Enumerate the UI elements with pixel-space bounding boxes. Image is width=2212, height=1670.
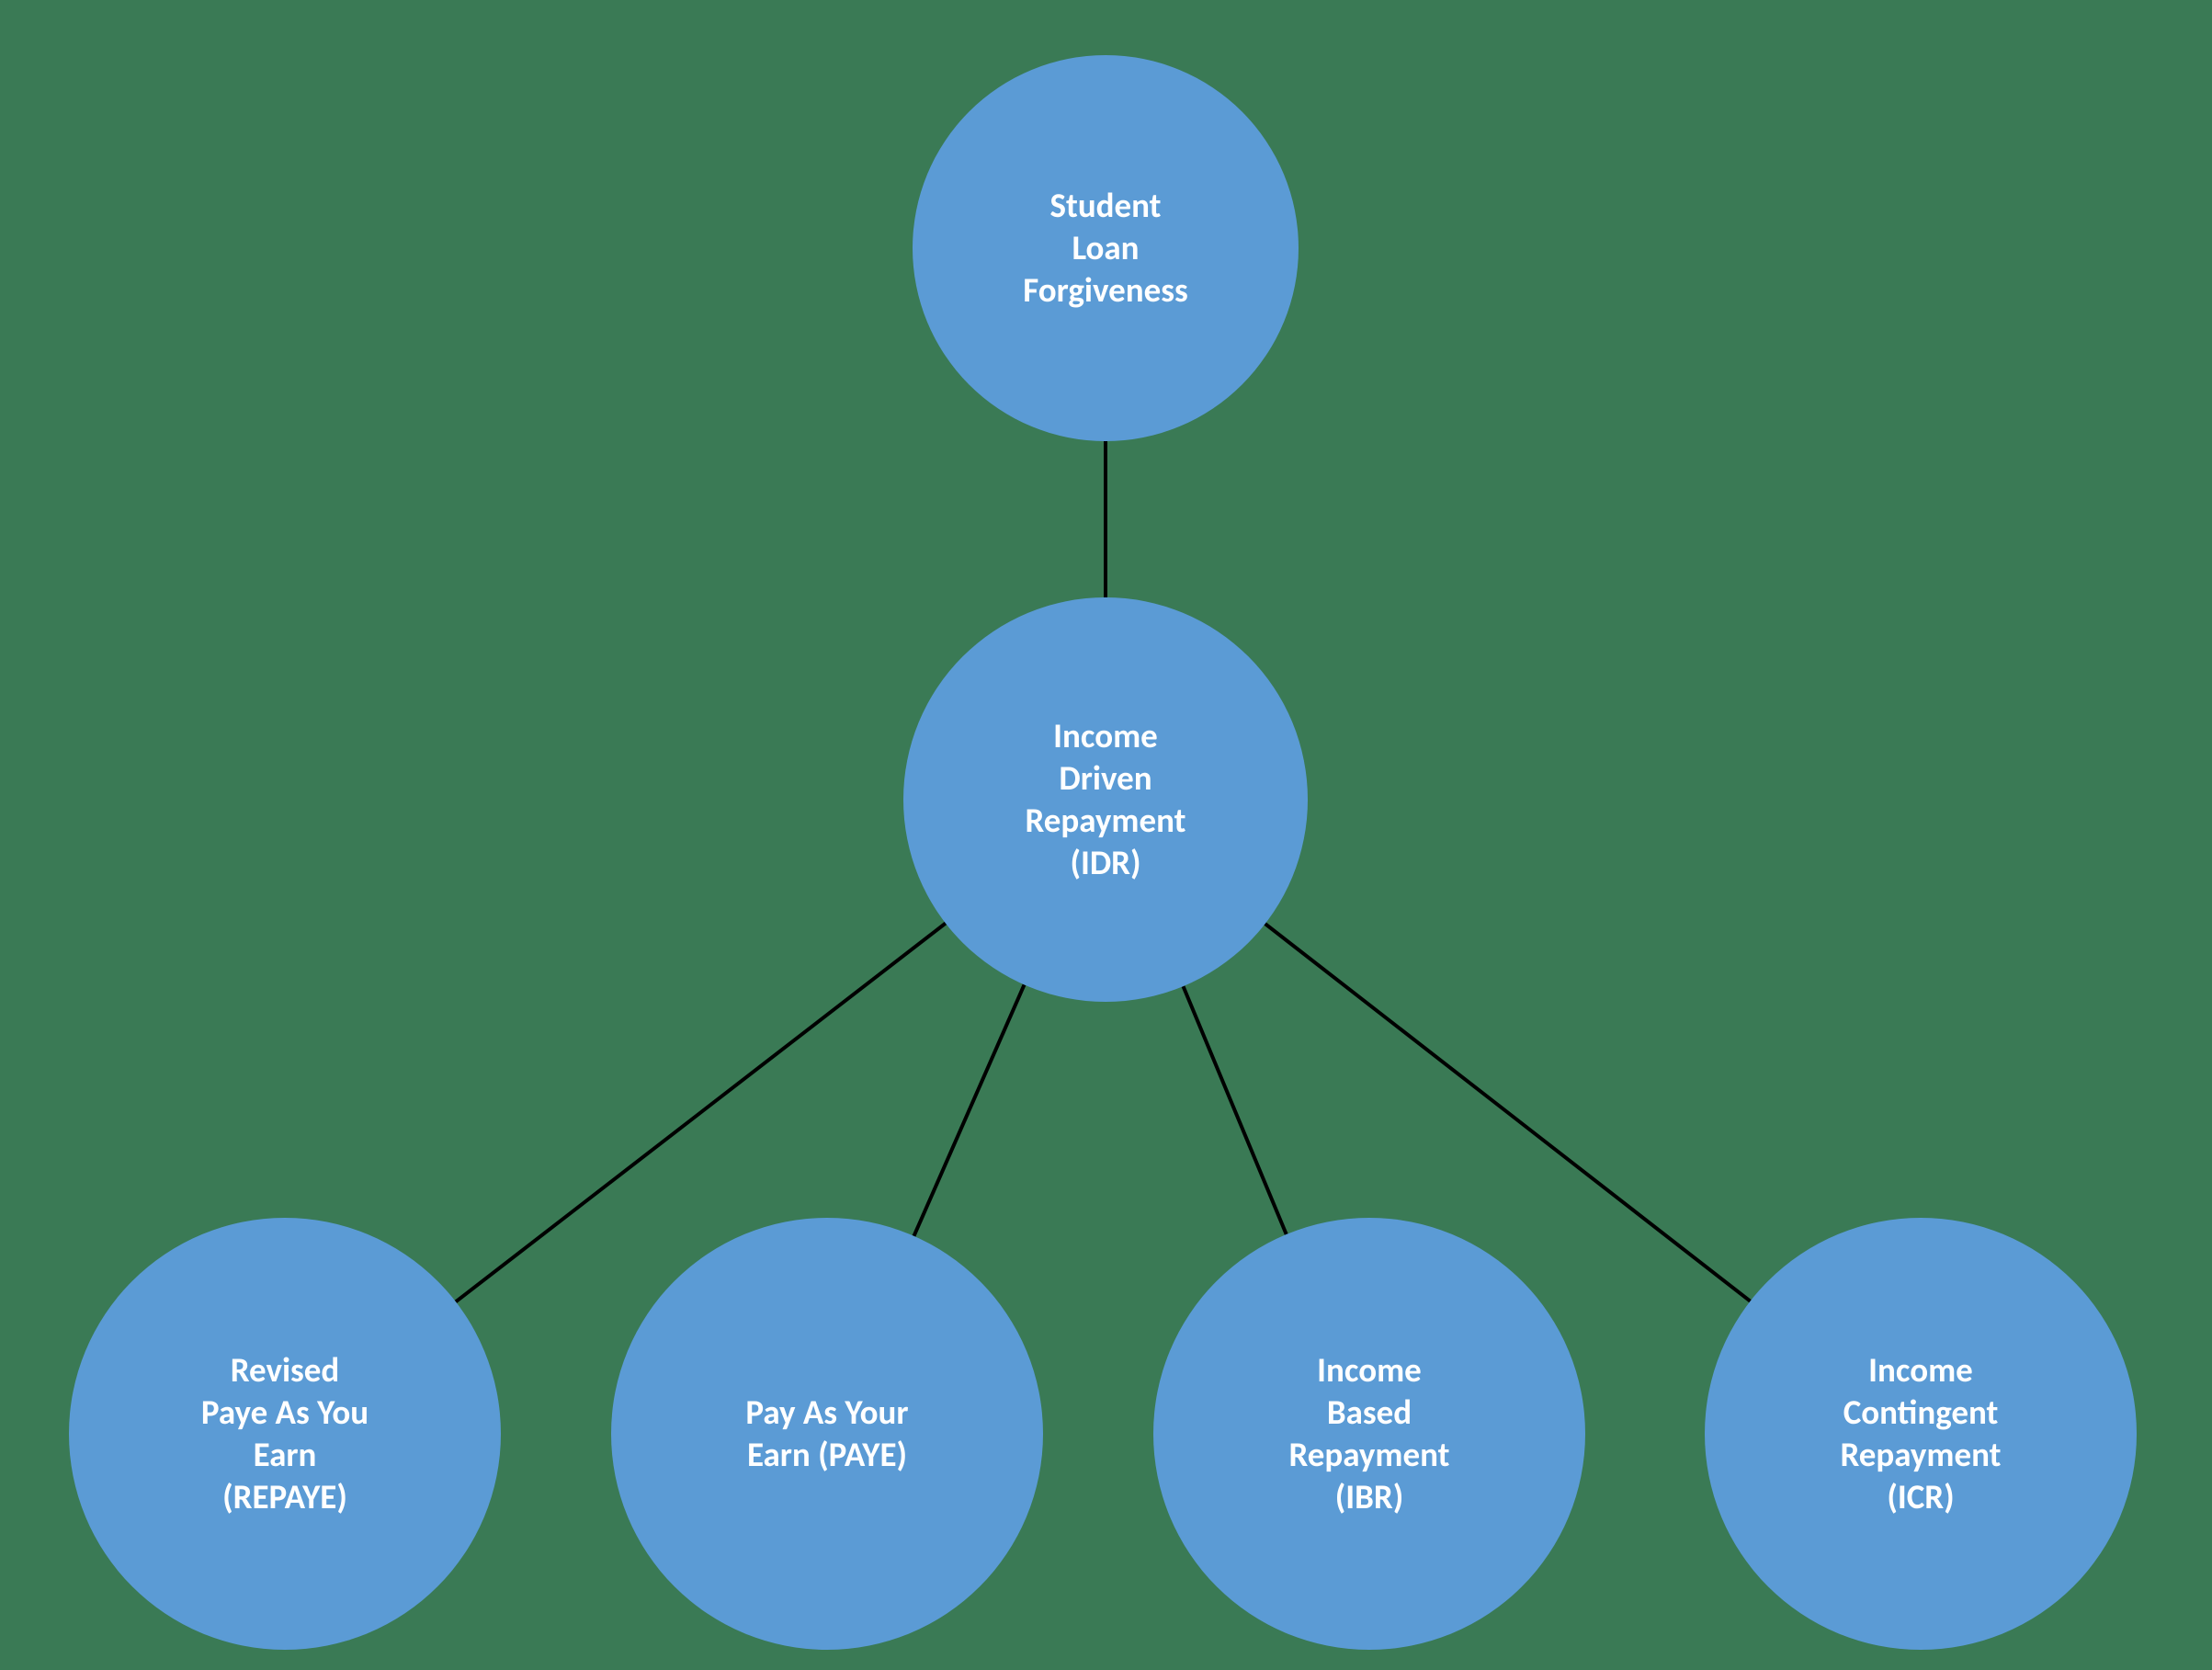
edge-idr-ibr [1183,986,1286,1234]
node-ibr: Income Based Repayment (IBR) [1153,1218,1585,1650]
edge-idr-paye [913,984,1024,1235]
diagram-canvas: Student Loan Forgiveness Income Driven Re… [0,0,2212,1670]
node-idr: Income Driven Repayment (IDR) [903,597,1308,1002]
node-repaye: Revised Paye As You Earn (REPAYE) [69,1218,501,1650]
node-label: Income Contingent Repayment (ICR) [1841,1349,2002,1519]
node-label: Income Driven Repayment (IDR) [1026,715,1186,885]
node-label: Student Loan Forgiveness [1023,185,1188,312]
node-label: Pay As Your Earn (PAYE) [745,1392,908,1477]
node-label: Income Based Repayment (IBR) [1289,1349,1450,1519]
node-root: Student Loan Forgiveness [913,55,1299,441]
node-icr: Income Contingent Repayment (ICR) [1705,1218,2137,1650]
node-label: Revised Paye As You Earn (REPAYE) [201,1349,369,1519]
node-paye: Pay As Your Earn (PAYE) [611,1218,1043,1650]
